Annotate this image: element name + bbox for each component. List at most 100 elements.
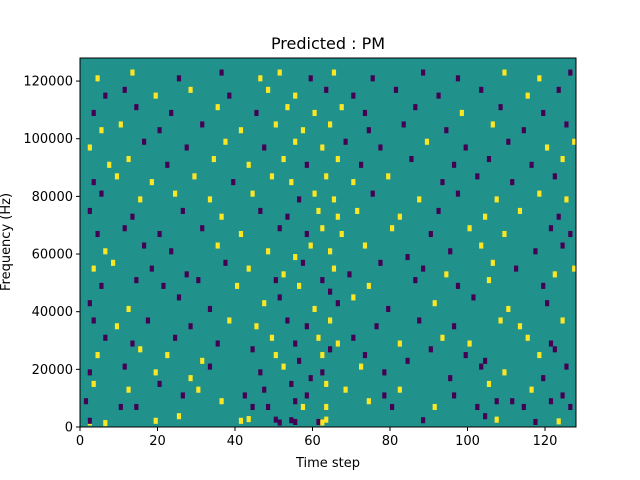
heatmap-cell <box>211 156 216 163</box>
heatmap-cell <box>266 403 271 411</box>
heatmap-cell <box>421 69 426 76</box>
heatmap-cell <box>421 417 426 424</box>
heatmap-cell <box>262 300 267 307</box>
heatmap-cell <box>370 75 375 82</box>
heatmap-cell <box>417 317 422 324</box>
heatmap-cell <box>250 190 255 197</box>
heatmap-cell <box>328 121 333 128</box>
heatmap-cell <box>316 418 321 425</box>
heatmap-cell <box>490 121 495 128</box>
heatmap-cell <box>560 317 565 324</box>
heatmap-cell <box>242 392 247 399</box>
heatmap-cell <box>103 92 108 99</box>
heatmap-cell <box>502 230 507 238</box>
heatmap-cell <box>300 127 306 134</box>
heatmap-cell <box>130 69 135 76</box>
heatmap-cell <box>277 69 282 76</box>
heatmap-cell <box>297 357 302 364</box>
heatmap-cell <box>87 144 92 151</box>
heatmap-cell <box>521 127 526 134</box>
heatmap-cell <box>324 86 329 93</box>
heatmap-cell <box>219 213 224 220</box>
heatmap-cell <box>432 403 437 411</box>
heatmap-cell <box>285 104 290 111</box>
heatmap-cell <box>479 86 484 93</box>
heatmap-cell <box>293 418 298 425</box>
plot-frame <box>79 57 577 428</box>
heatmap-cell <box>316 207 321 214</box>
heatmap-cell <box>149 179 154 186</box>
heatmap-cell <box>219 398 224 405</box>
heatmap-cell <box>475 173 480 180</box>
heatmap-cell <box>289 179 294 186</box>
heatmap-cell <box>428 230 433 238</box>
heatmap-cell <box>424 138 430 145</box>
heatmap-cell <box>440 334 445 341</box>
heatmap-cell <box>91 265 96 272</box>
heatmap-cell <box>293 340 298 347</box>
heatmap-cell <box>238 417 244 424</box>
heatmap-cell <box>91 179 96 186</box>
heatmap-cell <box>219 69 224 76</box>
heatmap-cell <box>479 363 484 370</box>
heatmap-cell <box>452 161 457 168</box>
heatmap-cell <box>207 196 213 203</box>
heatmap-cell <box>343 386 348 393</box>
y-tick-label: 40000 <box>32 305 73 320</box>
heatmap-cell <box>250 403 255 411</box>
heatmap-cell <box>510 398 515 405</box>
heatmap-cell <box>91 317 96 324</box>
heatmap-cell <box>541 375 546 382</box>
heatmap-cell <box>107 161 112 168</box>
x-axis: 0 20 40 60 80 100 120 <box>76 427 557 449</box>
heatmap-cell <box>87 300 92 307</box>
heatmap-cell <box>556 86 561 93</box>
heatmap-cell <box>297 196 302 203</box>
heatmap-cell <box>297 282 302 289</box>
y-axis-label: Frequency (Hz) <box>0 193 14 291</box>
heatmap-cell <box>455 190 461 197</box>
heatmap-cell <box>184 271 189 278</box>
heatmap-cell <box>378 144 383 151</box>
heatmap-cell <box>320 144 325 151</box>
heatmap-cell <box>196 277 201 284</box>
x-tick-label: 60 <box>304 434 321 449</box>
heatmap-cell <box>320 419 325 426</box>
heatmap-cell <box>169 109 174 116</box>
y-tick-label: 80000 <box>32 190 73 205</box>
heatmap-cell <box>494 196 499 203</box>
heatmap-cell <box>382 369 387 376</box>
heatmap-cell <box>331 69 337 76</box>
heatmap-cell <box>428 346 433 353</box>
heatmap-cell <box>316 334 321 341</box>
heatmap-cell <box>448 248 453 255</box>
heatmap-cell <box>366 398 371 405</box>
heatmap-cell <box>335 300 340 307</box>
heatmap-cell <box>572 265 577 272</box>
heatmap-cell <box>277 225 282 232</box>
heatmap-cell <box>463 352 468 359</box>
heatmap-cell <box>556 213 561 220</box>
heatmap-cell <box>118 403 123 411</box>
heatmap-cell <box>556 418 561 425</box>
heatmap-cell <box>506 138 511 145</box>
heatmap-cell <box>572 138 577 145</box>
heatmap-cell <box>304 161 309 168</box>
heatmap-cell <box>308 375 313 382</box>
heatmap-cell <box>335 213 340 220</box>
heatmap-cell <box>370 190 375 197</box>
heatmap-cell <box>300 259 306 266</box>
heatmap-cell <box>134 277 139 284</box>
heatmap-cell <box>552 271 557 278</box>
heatmap-cell <box>417 196 422 203</box>
heatmap-cell <box>382 392 387 399</box>
heatmap-cell <box>312 109 317 116</box>
heatmap-cell <box>413 104 418 111</box>
heatmap-cell <box>359 363 364 370</box>
heatmap-cell <box>494 398 499 405</box>
heatmap-cell <box>99 282 104 289</box>
x-tick-label: 40 <box>227 434 244 449</box>
heatmap-cell <box>273 352 278 359</box>
heatmap-cell <box>548 398 554 405</box>
plot-area <box>80 58 577 427</box>
